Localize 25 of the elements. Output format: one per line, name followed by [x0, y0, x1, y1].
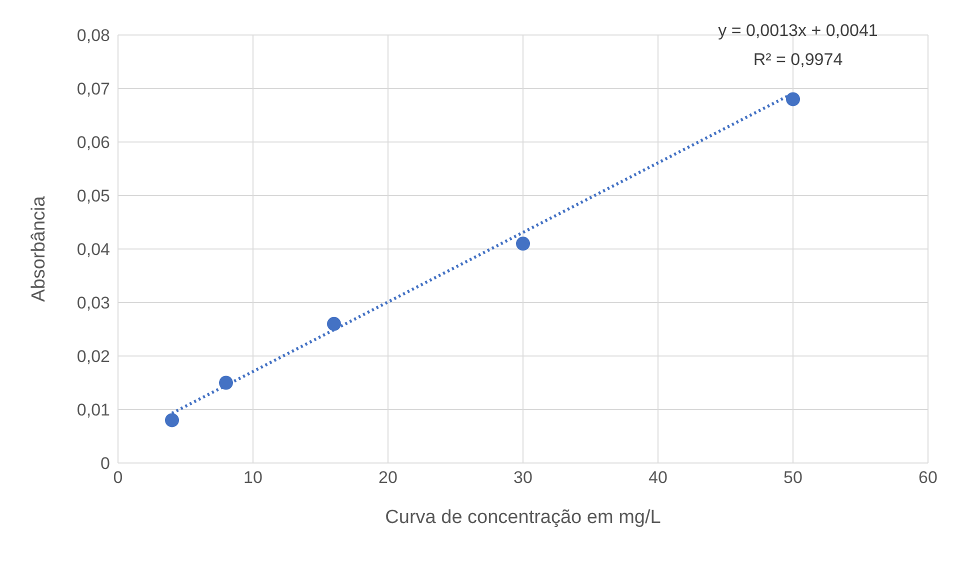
- x-tick-label: 10: [244, 468, 262, 488]
- point: [219, 376, 233, 390]
- y-axis-title: Absorbância: [28, 196, 50, 302]
- y-tick-label: 0,05: [76, 186, 110, 206]
- x-tick-label: 50: [784, 468, 802, 488]
- annotation: y = 0,0013x + 0,0041: [717, 20, 879, 42]
- point: [327, 316, 341, 331]
- y-tick-label: 0,07: [76, 80, 110, 99]
- x-tick-label: 0: [113, 468, 123, 488]
- x-tick-label: 60: [918, 468, 938, 488]
- x-tick-label: 40: [648, 468, 668, 488]
- y-tick-label: 0,01: [76, 400, 110, 420]
- y-tick-label: 0,06: [76, 133, 110, 152]
- point: [165, 413, 179, 428]
- x-axis-title: Curva de concentração em mg/L: [385, 507, 661, 528]
- y-tick-label: 0,03: [76, 294, 110, 313]
- point: [516, 236, 530, 251]
- point: [786, 92, 800, 106]
- y-tick-label: 0,02: [76, 347, 110, 366]
- y-tick-label: 0: [100, 454, 110, 474]
- y-tick-label: 0,08: [76, 26, 110, 46]
- x-tick-label: 20: [378, 468, 398, 488]
- x-tick-label: 30: [514, 468, 532, 488]
- annotation: R² = 0,9974: [752, 49, 844, 71]
- y-tick-label: 0,04: [76, 240, 110, 260]
